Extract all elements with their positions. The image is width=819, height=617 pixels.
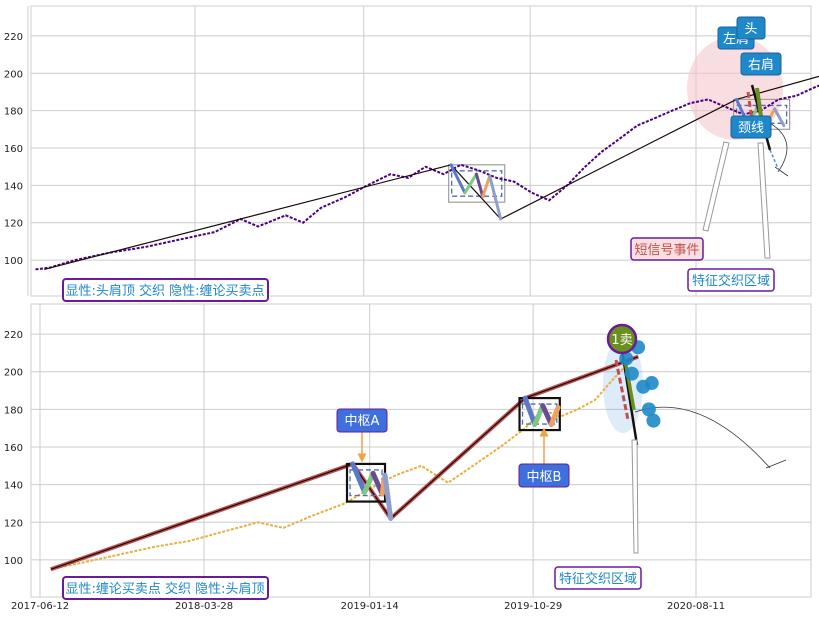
- top-y-tick-3: 160: [4, 144, 23, 155]
- bot-y-tick-4: 180: [4, 405, 23, 416]
- bottom-feature-zone-arrow: [631, 439, 639, 554]
- bot-bubble-4: [641, 402, 656, 417]
- top-zigzag-1-seg-4: [773, 107, 786, 128]
- sell1-badge: 1卖: [606, 323, 638, 355]
- bottom-bubble-markers: [619, 340, 661, 428]
- right-shoulder-label: 右肩: [748, 57, 774, 73]
- bottom-legend-label: 显性:缠论买卖点 交织 隐性:头肩顶: [65, 581, 264, 597]
- bot-y-tick-0: 100: [4, 556, 23, 567]
- x-tick-0: 2017-06-12: [11, 601, 69, 612]
- top-zigzag-0-seg-3: [481, 174, 492, 199]
- top-zigzag-0-seg-2: [474, 172, 485, 199]
- bot-y-tick-5: 200: [4, 368, 23, 379]
- neckline-dash: [769, 149, 781, 174]
- bottom-price-line: [50, 361, 630, 571]
- short-signal-arrow: [702, 141, 730, 232]
- decline-stroke-2: [623, 359, 636, 411]
- bottom-x-ticks: 2017-06-12 2018-03-28 2019-01-14 2019-10-29…: [11, 601, 725, 612]
- neckline-arc: [767, 121, 788, 173]
- head-badge: 头: [736, 16, 766, 40]
- top-y-tick-1: 120: [4, 219, 23, 230]
- pivot-a-badge: 中枢A: [336, 408, 388, 433]
- x-tick-3: 2019-10-29: [504, 601, 562, 612]
- top-price-line: [35, 84, 819, 271]
- neckline-label: 颈线: [738, 121, 764, 136]
- pivot-b-badge: 中枢B: [518, 463, 570, 488]
- bot-zigzag-0-seg-1: [362, 470, 376, 495]
- bot-bubble-1: [624, 366, 639, 381]
- x-tick-4: 2020-08-11: [667, 601, 725, 612]
- short-signal-label: 短信号事件: [634, 243, 699, 258]
- top-legend-label: 显性:头肩顶 交织 隐性:缠论买卖点: [65, 283, 264, 299]
- top-legend-badge: 显性:头肩顶 交织 隐性:缠论买卖点: [62, 278, 269, 302]
- x-tick-2: 2019-01-14: [341, 601, 399, 612]
- x-tick-1: 2018-03-28: [175, 601, 233, 612]
- bot-y-tick-3: 160: [4, 443, 23, 454]
- bottom-grid: [31, 304, 811, 597]
- sell1-label: 1卖: [611, 333, 632, 348]
- bot-trend-2: [390, 397, 526, 519]
- top-y-tick-5: 200: [4, 69, 23, 80]
- top-y-tick-2: 140: [4, 181, 23, 192]
- bottom-plot-area: [30, 303, 812, 598]
- top-y-ticks: 100 120 140 160 180 200 220: [4, 32, 23, 267]
- feature-zone-arrow: [757, 142, 771, 259]
- top-trend-2: [500, 98, 737, 220]
- top-trend-0: [44, 164, 452, 271]
- neckline-tail: [774, 166, 789, 177]
- top-y-tick-6: 220: [4, 32, 23, 43]
- bottom-trend-lines: [50, 354, 639, 572]
- bot-trend-3: [524, 356, 639, 399]
- bot-bubble-0: [619, 351, 634, 366]
- bottom-feature-zone-badge: 特征交织区域: [554, 566, 642, 590]
- short-signal-badge: 短信号事件: [630, 237, 704, 261]
- top-zigzag-0-seg-0: [449, 163, 467, 195]
- bottom-y-ticks: 100 120 140 160 180 200 220: [4, 330, 23, 567]
- top-feature-zone-label: 特征交织区域: [692, 273, 770, 289]
- head-label: 头: [744, 22, 757, 37]
- top-feature-zone-badge: 特征交织区域: [687, 268, 775, 292]
- pivot-a-label: 中枢A: [345, 414, 380, 429]
- decline-tail: [765, 459, 787, 469]
- bottom-panel: 100 120 140 160 180 200 220 2017-06-12 2018-03-…: [4, 303, 812, 612]
- neckline-stroke-3: [746, 91, 754, 121]
- right-shoulder-badge: 右肩: [740, 52, 782, 76]
- decline-stroke-3: [614, 359, 630, 421]
- bot-zigzag-0-seg-0: [350, 461, 368, 495]
- bot-zigzag-0-seg-4: [382, 472, 394, 521]
- bot-bubble-6: [646, 413, 661, 428]
- neckline-badge: 颈线: [730, 115, 772, 139]
- top-pivot-box-0: [448, 164, 506, 203]
- top-y-tick-4: 180: [4, 107, 23, 118]
- pivot-b-label: 中枢B: [527, 470, 562, 485]
- bot-zigzag-1-seg-0: [522, 395, 538, 427]
- bottom-zigzags: [350, 395, 561, 521]
- bot-bubble-5: [644, 376, 659, 391]
- bot-zigzag-1-seg-3: [548, 404, 561, 427]
- bot-y-tick-2: 140: [4, 481, 23, 492]
- bottom-legend-badge: 显性:缠论买卖点 交织 隐性:头肩顶: [62, 576, 269, 600]
- top-zigzag-0-seg-1: [463, 172, 478, 195]
- bot-trend-0: [50, 463, 353, 570]
- top-y-tick-0: 100: [4, 256, 23, 267]
- top-trend-1: [450, 164, 502, 220]
- bottom-feature-zone-label: 特征交织区域: [559, 571, 637, 587]
- top-zigzag-0-seg-4: [488, 174, 503, 221]
- bot-y-tick-1: 120: [4, 518, 23, 529]
- bot-y-tick-6: 220: [4, 330, 23, 341]
